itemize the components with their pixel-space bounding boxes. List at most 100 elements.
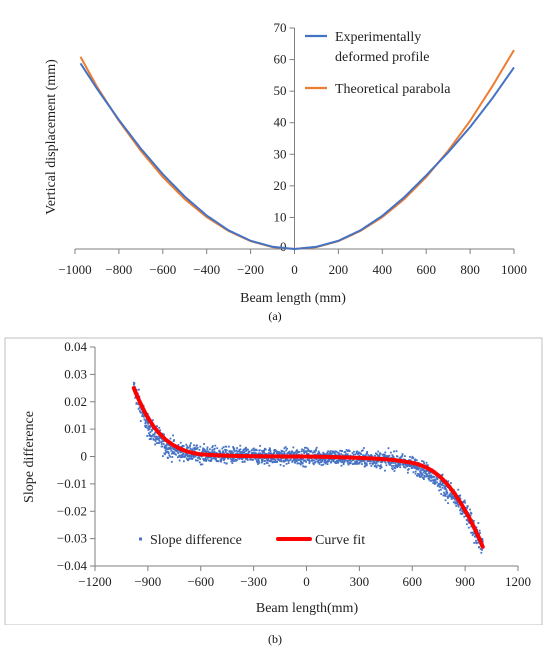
- chart-b-scatter-point: [310, 450, 313, 452]
- chart-b-scatter-point: [323, 452, 325, 455]
- chart-b-scatter-point: [475, 542, 478, 545]
- chart-b-scatter-point: [190, 455, 193, 458]
- chart-b-scatter-point: [364, 454, 367, 457]
- chart-b-scatter-point: [286, 458, 289, 461]
- chart-b-scatter-point: [418, 467, 421, 470]
- chart-b-scatter-point: [298, 451, 301, 453]
- chart-b-legend-label: Curve fit: [315, 533, 365, 548]
- chart-a-legend-label: Experimentally: [335, 30, 421, 45]
- chart-b-scatter-point: [257, 457, 260, 460]
- chart-b-y-tick-label: −0.03: [57, 531, 87, 546]
- chart-a-x-tick-label: −600: [149, 262, 176, 277]
- chart-b-scatter-point: [193, 444, 195, 447]
- chart-b-scatter-point: [254, 452, 256, 454]
- chart-b-scatter-point: [450, 498, 453, 500]
- chart-b-scatter-point: [444, 499, 447, 502]
- chart-b-scatter-point: [308, 459, 310, 462]
- chart-b-scatter-point: [258, 461, 261, 464]
- chart-b-scatter-point: [349, 462, 352, 465]
- chart-b-scatter-point: [479, 548, 482, 551]
- chart-b-scatter-point: [204, 450, 207, 452]
- chart-b-scatter-point: [333, 452, 336, 454]
- chart-b-scatter-point: [306, 453, 309, 456]
- chart-b-scatter-point: [267, 458, 270, 461]
- chart-b-scatter-point: [149, 431, 152, 433]
- chart-b-scatter-point: [255, 449, 258, 452]
- chart-b-scatter-point: [158, 437, 160, 440]
- chart-b-scatter-point: [337, 461, 339, 464]
- chart-b-scatter-point: [414, 467, 417, 470]
- chart-b-scatter-point: [358, 454, 361, 457]
- chart-b-scatter-point: [144, 426, 147, 428]
- chart-b-scatter-point: [247, 448, 249, 451]
- chart-b-scatter-point: [292, 458, 295, 460]
- chart-b-scatter-point: [199, 445, 202, 448]
- chart-a-series-line-experimental: [79, 62, 515, 250]
- chart-b-scatter-point: [223, 461, 226, 464]
- chart-b-scatter-point: [431, 476, 434, 478]
- chart-b-scatter-point: [383, 453, 386, 456]
- chart-b-scatter-point: [472, 520, 475, 522]
- chart-b-scatter-point: [471, 531, 474, 534]
- chart-b-scatter-point: [225, 449, 228, 452]
- chart-b-scatter-point: [391, 454, 394, 457]
- chart-a-x-tick-label: 1000: [501, 262, 527, 277]
- chart-b-scatter-point: [305, 446, 308, 449]
- chart-b-scatter-point: [306, 447, 309, 450]
- chart-b-scatter-point: [378, 455, 380, 458]
- chart-b-scatter-point: [167, 448, 170, 450]
- chart-b-scatter-point: [212, 457, 215, 460]
- chart-b-scatter-point: [347, 463, 350, 466]
- chart-b-scatter-point: [466, 507, 468, 509]
- chart-b-scatter-point: [337, 459, 340, 462]
- chart-b-scatter-point: [241, 458, 244, 460]
- chart-b-scatter-point: [462, 501, 465, 504]
- chart-b-scatter-point: [288, 459, 291, 462]
- chart-b-scatter-point: [146, 435, 149, 437]
- chart-b-scatter-point: [475, 526, 478, 529]
- chart-b-scatter-point: [230, 460, 233, 463]
- chart-b-scatter-point: [283, 452, 286, 455]
- chart-b-scatter-point: [335, 462, 338, 464]
- chart-b-fit: [131, 386, 485, 549]
- chart-b-scatter-point: [438, 489, 441, 492]
- chart-b-scatter-point: [479, 532, 481, 534]
- chart-b-scatter-point: [154, 443, 156, 446]
- chart-b-scatter-point: [321, 458, 323, 461]
- chart-b-scatter-point: [203, 443, 206, 445]
- chart-b-scatter-point: [234, 458, 237, 461]
- chart-b-scatter-point: [166, 443, 169, 446]
- chart-b-scatter-point: [480, 551, 483, 554]
- chart-b-scatter-point: [384, 461, 387, 464]
- chart-b-scatter-point: [202, 450, 205, 452]
- chart-b-scatter-point: [419, 469, 422, 472]
- chart-b-x-tick-label: 300: [350, 574, 370, 589]
- chart-b-scatter-point: [440, 493, 443, 495]
- chart-b-scatter-point: [416, 465, 419, 468]
- chart-b-scatter-point: [313, 451, 316, 454]
- chart-b-scatter-point: [168, 444, 171, 447]
- chart-b-scatter-point: [180, 456, 183, 459]
- chart-b-scatter-point: [403, 455, 406, 458]
- chart-b-scatter-point: [241, 460, 244, 463]
- chart-b-scatter-point: [261, 460, 264, 463]
- chart-b-scatter-point: [208, 456, 211, 459]
- chart-b-scatter-point: [392, 462, 395, 464]
- chart-b-scatter-point: [326, 452, 329, 455]
- chart-b-y-tick-label: 0.01: [64, 421, 87, 436]
- chart-b-scatter-point: [439, 480, 442, 482]
- chart-b-scatter-point: [288, 452, 291, 455]
- chart-b-scatter-point: [172, 440, 175, 442]
- chart-b-scatter-point: [282, 459, 285, 462]
- chart-b-scatter-point: [170, 447, 172, 450]
- chart-b-scatter-point: [177, 443, 180, 446]
- chart-b-scatter-point: [241, 450, 244, 453]
- chart-b-scatter-point: [229, 450, 232, 453]
- chart-b-scatter-point: [238, 449, 241, 452]
- chart-b-scatter-point: [435, 476, 438, 479]
- chart-b-scatter-point: [243, 450, 246, 453]
- chart-b-scatter-point: [358, 462, 361, 465]
- chart-b-scatter-point: [412, 456, 415, 459]
- chart-b-scatter-point: [153, 433, 156, 436]
- chart-b-scatter-point: [174, 448, 177, 451]
